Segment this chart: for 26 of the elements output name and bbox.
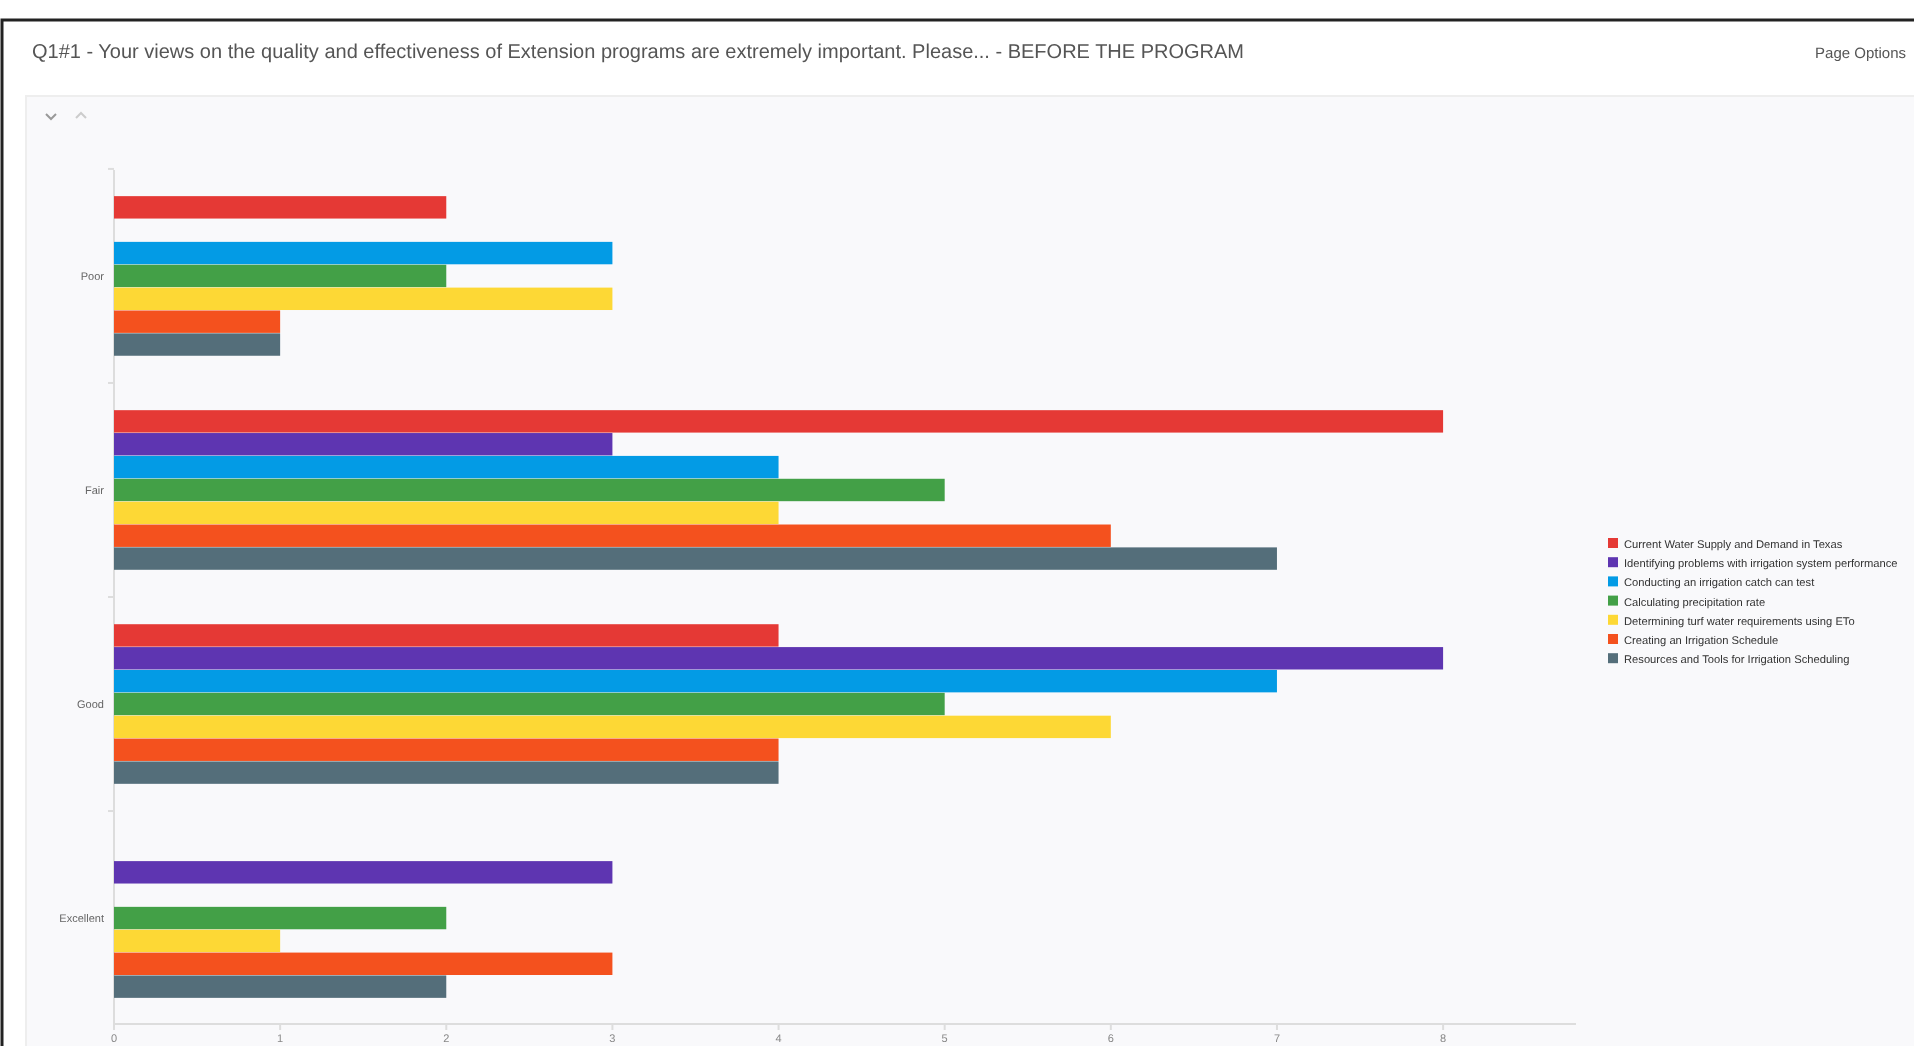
bar bbox=[114, 975, 447, 998]
bar bbox=[114, 952, 613, 975]
bar bbox=[114, 738, 779, 761]
bar bbox=[114, 264, 447, 288]
bar bbox=[114, 547, 1277, 570]
bar bbox=[114, 310, 281, 333]
bar bbox=[114, 333, 281, 356]
bar bbox=[114, 410, 1444, 433]
bar bbox=[114, 433, 613, 456]
bar bbox=[114, 241, 613, 265]
bar bbox=[114, 715, 1111, 739]
bar bbox=[114, 861, 613, 884]
bar bbox=[114, 624, 779, 647]
bar bbox=[114, 692, 945, 716]
bar bbox=[114, 647, 1444, 670]
bar bbox=[114, 287, 613, 311]
bar bbox=[114, 524, 1111, 547]
bar bbox=[114, 501, 779, 525]
bar bbox=[114, 196, 447, 219]
bar bbox=[114, 761, 779, 784]
bar bbox=[114, 669, 1277, 693]
bar bbox=[114, 455, 779, 479]
bar bbox=[114, 478, 945, 502]
bar bbox=[114, 906, 447, 930]
bar bbox=[114, 929, 281, 953]
chart-title: Q1#1 - Your views on the quality and effectiveness of Extension programs are extremely important. Please... - BEFORE THE PROGRAM bbox=[32, 42, 1245, 64]
